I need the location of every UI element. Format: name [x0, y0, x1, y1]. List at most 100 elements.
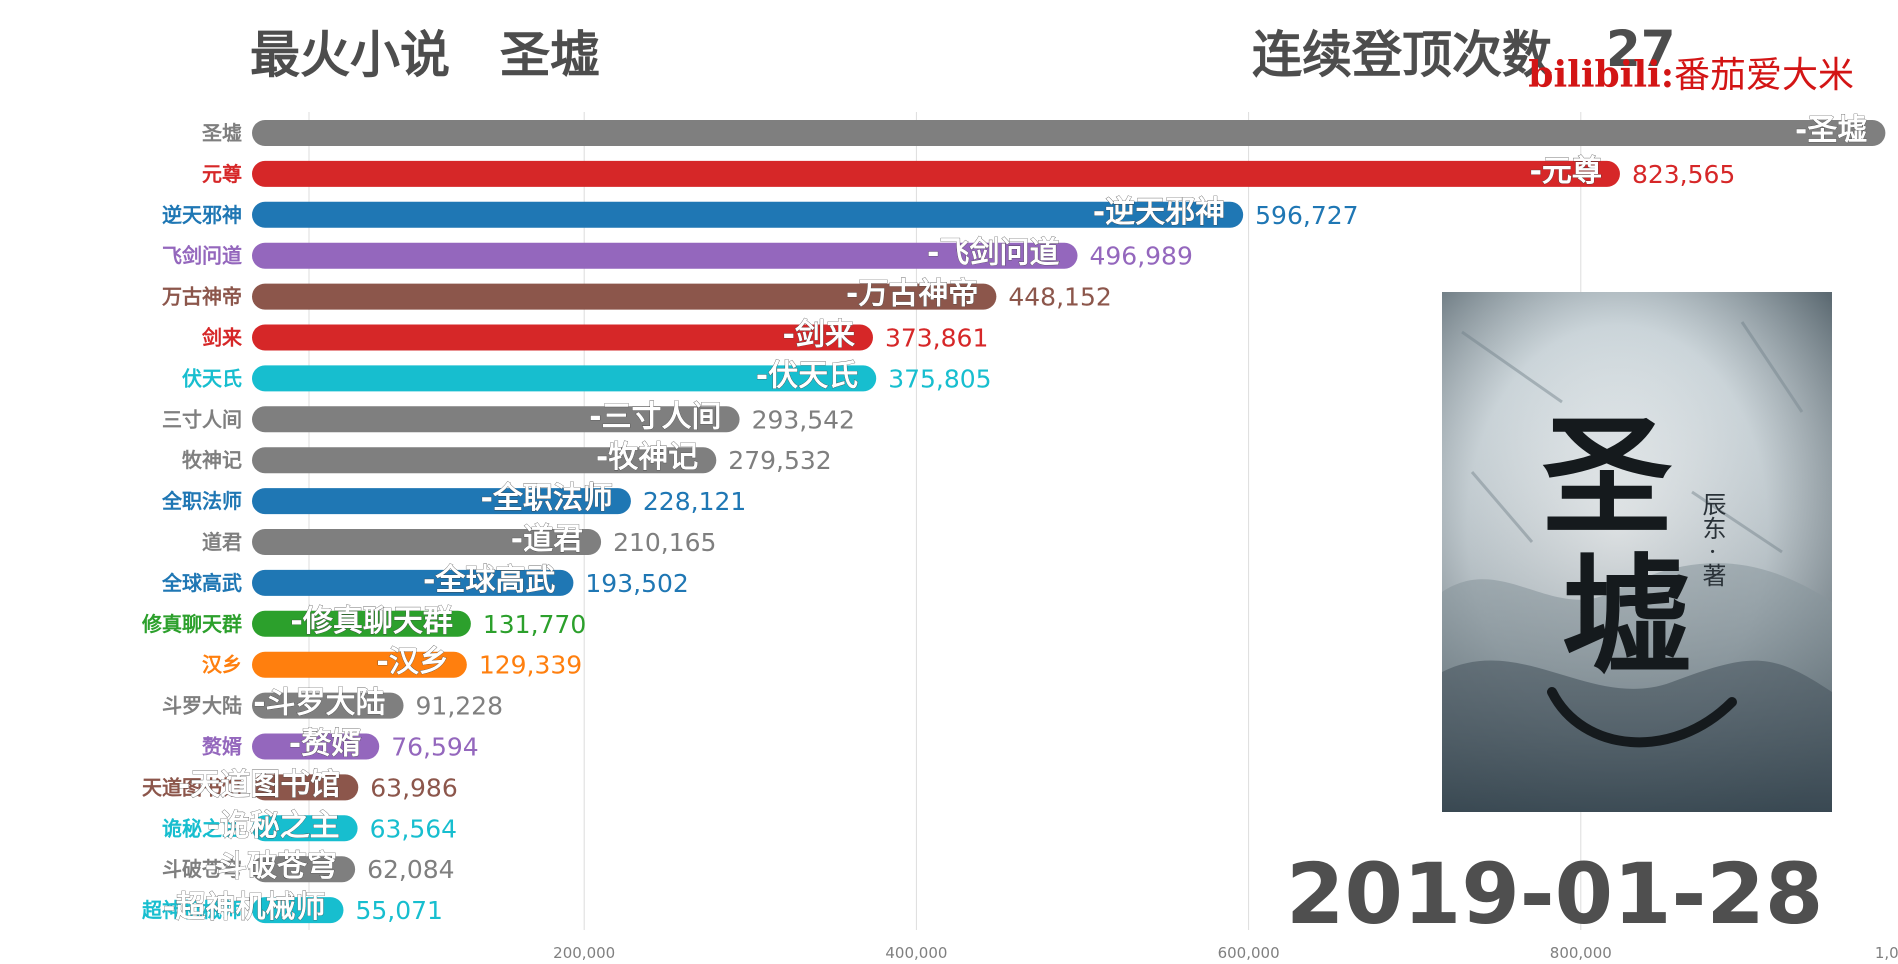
bar-row: 飞剑问道 -飞剑问道 496,989: [162, 235, 1193, 271]
cover-author: 辰东 · 著: [1698, 492, 1726, 587]
value-label: 210,165: [613, 528, 716, 557]
bar-name-label: -赘婿: [289, 727, 361, 762]
bar-row: 斗罗大陆 -斗罗大陆 91,228: [162, 685, 503, 721]
bar-name-label: -斗破苍穹: [205, 849, 337, 884]
bar-row: 全球高武 -全球高武 193,502: [161, 563, 689, 599]
x-tick-label: 400,000: [885, 944, 947, 962]
value-label: 131,770: [483, 610, 586, 639]
bar-name-label: -伏天氏: [756, 358, 858, 393]
value-label: 63,986: [370, 773, 457, 802]
bar: [252, 856, 356, 883]
value-label: 91,228: [416, 692, 503, 721]
bar: [252, 120, 1886, 146]
bar-row: 斗破苍穹-斗破苍穹 62,084: [162, 849, 455, 885]
value-label: 129,339: [479, 651, 582, 680]
streak-label: 连续登顶次数: [1252, 26, 1552, 84]
value-label: 375,805: [888, 364, 991, 393]
category-label: 斗破苍穹: [162, 857, 242, 881]
bar-row: 赘婿 -赘婿 76,594: [201, 726, 479, 762]
bar: [252, 283, 997, 310]
category-label: 斗罗大陆: [162, 694, 242, 718]
bar-row: 道君 -道君 210,165: [202, 522, 716, 558]
bar: [252, 569, 574, 596]
bar-row: 三寸人间 -三寸人间 293,542: [162, 399, 855, 435]
bar: [252, 692, 404, 719]
x-tick-label: 1,000,000: [1875, 944, 1898, 962]
category-label: 天道图书馆: [142, 775, 242, 799]
value-label: 62,084: [367, 855, 454, 884]
bar: [252, 651, 467, 678]
current-top-novel: 圣墟: [500, 26, 600, 84]
bar-row: 全职法师 -全职法师 228,121: [161, 481, 746, 517]
value-label: 448,152: [1008, 283, 1111, 312]
bar-name-label: -元尊: [1529, 154, 1601, 189]
bar-name-label: -超神机械师: [163, 890, 325, 925]
bar: [252, 447, 717, 474]
bar: [252, 610, 471, 637]
category-label: 赘婿: [201, 735, 242, 759]
category-label: 飞剑问道: [162, 244, 242, 268]
value-label: 193,502: [585, 569, 688, 598]
bar-name-label: -道君: [511, 522, 583, 557]
bar: [252, 160, 1620, 187]
value-label: 496,989: [1089, 242, 1192, 271]
category-label: 伏天氏: [182, 366, 242, 390]
bar: [252, 897, 344, 924]
cover-title-char: 墟: [1562, 540, 1692, 693]
watermark-brand: bilibili:: [1528, 54, 1674, 96]
bar-row: 元尊 -元尊 823,565: [202, 154, 1735, 190]
chart-title: 最火小说: [250, 26, 450, 84]
watermark-author: 番茄爱大米: [1673, 55, 1854, 96]
x-axis-ticks: 200,000 400,000 600,000 800,000 1,000,000: [553, 944, 1898, 962]
streak-count: 27: [1606, 20, 1676, 78]
bar: [252, 774, 359, 801]
book-cover-image: 圣 墟 辰东 · 著: [1442, 292, 1832, 812]
bar-name-label: -斗罗大陆: [253, 686, 385, 721]
category-label: 全职法师: [161, 489, 242, 513]
category-label: 万古神帝: [161, 285, 242, 309]
category-label: 超神机械师: [141, 898, 242, 922]
value-label: 279,532: [728, 446, 831, 475]
bar-name-label: -诡秘之主: [207, 808, 339, 843]
bar: [252, 365, 877, 392]
bar: [252, 324, 873, 351]
bar-name-label: -剑来: [783, 318, 855, 353]
bar-name-label: -天道图书馆: [178, 767, 340, 802]
category-label: 逆天邪神: [162, 203, 242, 227]
bar-row: 修真聊天群 -修真聊天群 131,770: [141, 603, 586, 639]
watermark: bilibili:番茄爱大米: [1528, 46, 1854, 98]
bar: [252, 529, 602, 555]
book-cover-art: 圣 墟 辰东 · 著: [1442, 292, 1832, 812]
category-label: 剑来: [201, 326, 243, 350]
value-label: 63,564: [370, 814, 457, 843]
category-label: 汉乡: [202, 653, 242, 677]
bar-row: 伏天氏 -伏天氏 375,805: [182, 358, 992, 394]
category-label: 诡秘之主: [162, 816, 242, 840]
bar: [252, 815, 358, 842]
bar-row: 天道图书馆-天道图书馆 63,986: [142, 767, 458, 803]
bar-name-label: -全球高武: [423, 563, 555, 598]
bar-row: 汉乡 -汉乡 129,339: [202, 644, 582, 680]
bar-name-label: -飞剑问道: [927, 236, 1059, 271]
category-label: 修真聊天群: [141, 612, 242, 636]
bars: 圣墟-圣墟983,375元尊-元尊823,565逆天邪神-逆天邪神596,727…: [141, 113, 1898, 926]
bar-name-label: -修真聊天群: [290, 604, 452, 639]
bar-name-label: -全职法师: [480, 481, 612, 516]
bar-name-label: -汉乡: [376, 645, 448, 680]
category-label: 道君: [202, 530, 242, 554]
bar-name-label: -万古神帝: [846, 277, 978, 312]
bar-name-label: -三寸人间: [589, 399, 721, 434]
value-label: 55,071: [355, 896, 442, 925]
category-label: 牧神记: [182, 448, 242, 472]
category-label: 全球高武: [161, 571, 242, 595]
value-label: 596,727: [1255, 201, 1358, 230]
bar-row: 万古神帝 -万古神帝 448,152: [161, 276, 1112, 312]
category-label: 圣墟: [202, 121, 242, 145]
value-label: 76,594: [391, 733, 478, 762]
bar-row: 超神机械师-超神机械师 55,071: [141, 890, 443, 926]
date-label: 2019-01-28: [1286, 845, 1824, 943]
bar-row: 剑来 -剑来 373,861: [201, 317, 988, 353]
bar-row: 牧神记 -牧神记 279,532: [182, 440, 832, 476]
value-label: 373,861: [885, 324, 988, 353]
cover-title-char: 圣: [1542, 400, 1672, 553]
